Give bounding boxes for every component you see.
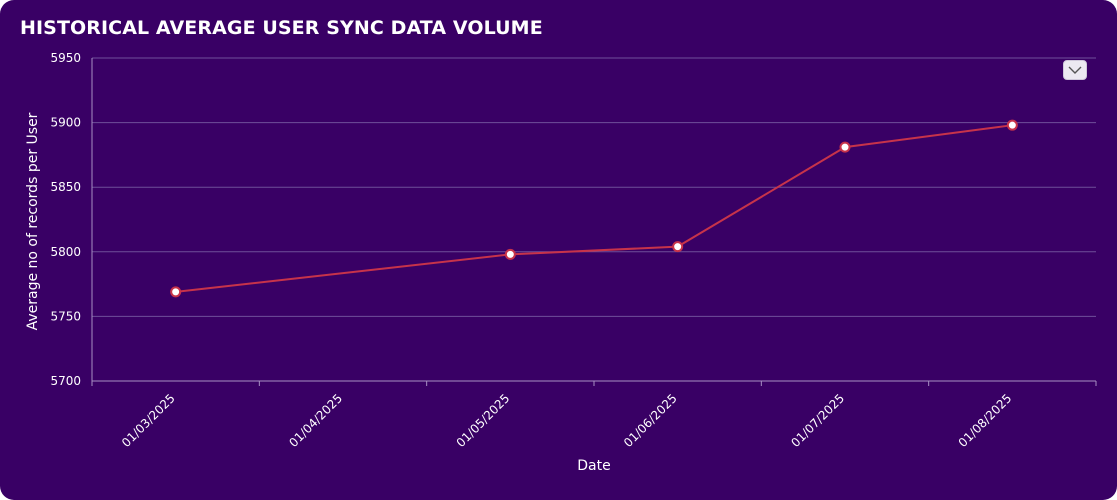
x-tick-label: 01/03/2025 [119, 391, 178, 450]
x-tick-label: 01/06/2025 [621, 391, 680, 450]
chart-title: HISTORICAL AVERAGE USER SYNC DATA VOLUME [20, 17, 543, 39]
y-axis-title: Average no of records per User [25, 112, 41, 330]
data-point[interactable] [1006, 119, 1018, 131]
x-tick-label: 01/05/2025 [454, 391, 513, 450]
x-tick-label: 01/07/2025 [788, 391, 847, 450]
x-axis-title: Date [577, 458, 610, 474]
x-tick-label: 01/04/2025 [286, 391, 345, 450]
y-tick-label: 5900 [50, 116, 81, 130]
y-tick-label: 5800 [50, 245, 81, 259]
y-tick-label: 5850 [50, 180, 81, 194]
series-line [175, 124, 1013, 293]
x-tick-label: 01/08/2025 [956, 391, 1015, 450]
chart-menu-button[interactable] [1063, 60, 1087, 80]
y-tick-label: 5700 [50, 374, 81, 388]
chevron-down-icon [1068, 66, 1082, 74]
y-tick-label: 5950 [50, 51, 81, 65]
data-point[interactable] [504, 248, 516, 260]
y-tick-label: 5750 [50, 309, 81, 323]
data-point[interactable] [672, 241, 684, 253]
data-point[interactable] [170, 286, 182, 298]
data-point[interactable] [839, 141, 851, 153]
